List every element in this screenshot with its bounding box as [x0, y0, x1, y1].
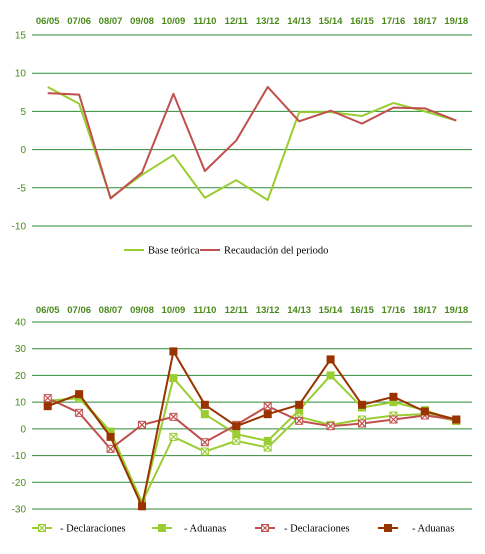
marker-x-s2-p5: [201, 438, 209, 446]
y-tick-label: -5: [17, 183, 26, 194]
x-tick-label: 13/12: [256, 305, 280, 316]
marker-x-s2-p3: [138, 421, 146, 429]
marker-x-s2-p11: [390, 416, 397, 423]
marker-x-s0-plegend: [38, 524, 46, 532]
marker-x-s2-plegend: [261, 524, 269, 532]
marker-x-s2-p0: [44, 394, 52, 402]
x-tick-label: 12/11: [225, 305, 249, 316]
chart-1: 15 10 5 0 -5 -10 06/05 07/06 08/07 09/08 10/09 11/1…: [12, 16, 472, 257]
marker-x-s2-p10: [358, 420, 366, 427]
x-tick-label: 09/08: [130, 305, 154, 316]
x-tick-label: 16/15: [350, 305, 374, 316]
y-tick-label: 5: [20, 107, 26, 118]
x-tick-label: 18/17: [413, 305, 437, 316]
x-tick-label: 07/06: [67, 305, 91, 316]
legend-label: - Declaraciones: [60, 524, 126, 535]
series-line-2-3: [47, 397, 457, 450]
y-tick-label: 20: [15, 371, 27, 382]
x-tick-label: 14/13: [287, 305, 311, 316]
marker-square-s3-p9: [326, 355, 335, 364]
marker-x-s0-p6: [232, 437, 240, 445]
marker-square-s1-p7: [263, 436, 272, 445]
marker-square-s1-p9: [326, 371, 335, 380]
marker-square-s3-p5: [200, 400, 209, 409]
x-tick-label: 09/08: [130, 16, 154, 27]
series-line-2-4: [47, 350, 457, 508]
y-tick-label: -20: [12, 478, 27, 489]
marker-x-s2-p4: [170, 413, 177, 421]
series-line-2-2: [47, 374, 457, 505]
x-tick-label: 12/11: [225, 16, 249, 27]
y-tick-label: -30: [12, 505, 27, 516]
y-tick-label: -10: [12, 222, 27, 233]
marker-square-s3-p3: [138, 502, 146, 511]
marker-square-s1-p5: [200, 410, 209, 419]
marker-square-s1-p4: [169, 374, 178, 383]
marker-square-s3-p1: [75, 390, 84, 399]
legend-label: - Declaraciones: [284, 524, 350, 535]
series-line-1-2: [47, 85, 457, 200]
x-tick-label: 06/05: [36, 305, 60, 316]
marker-x-s2-p7: [264, 402, 272, 410]
series-line-1-1: [47, 86, 457, 202]
x-tick-label: 15/14: [319, 16, 343, 27]
x-tick-label: 10/09: [162, 16, 186, 27]
marker-square-s3-p7: [263, 410, 272, 419]
marker-square-s3-p0: [43, 402, 52, 411]
x-tick-label: 07/06: [67, 16, 91, 27]
marker-square-s3-plegend: [384, 524, 392, 532]
y-tick-label: -10: [12, 451, 27, 462]
marker-x-s0-p7: [264, 444, 272, 451]
x-tick-label: 06/05: [36, 16, 60, 27]
marker-x-s2-p1: [75, 409, 83, 417]
y-tick-label: 30: [15, 344, 27, 355]
x-tick-label: 13/12: [256, 16, 280, 27]
y-tick-label: 15: [15, 31, 27, 42]
x-tick-label: 11/10: [193, 16, 216, 27]
x-tick-label: 10/09: [162, 305, 186, 316]
marker-x-s2-p2: [107, 445, 114, 453]
x-tick-label: 19/18: [444, 305, 468, 316]
marker-square-s3-p13: [452, 415, 461, 424]
marker-x-s2-p8: [295, 417, 303, 425]
y-tick-label: 10: [15, 398, 27, 409]
marker-square-s3-p11: [389, 392, 398, 401]
x-tick-label: 18/17: [413, 16, 437, 27]
y-tick-label: 10: [15, 69, 27, 80]
chart-2: 40 30 20 10 0 -10 -20 -30 06/05 07/06 08/07 09/08 10…: [12, 305, 472, 535]
legend-label: Recaudación del periodo: [224, 246, 328, 257]
y-tick-label: 0: [20, 424, 26, 435]
x-tick-label: 17/16: [382, 16, 406, 27]
x-tick-label: 17/16: [382, 305, 406, 316]
x-tick-label: 14/13: [287, 16, 311, 27]
marker-x-s0-p4: [170, 433, 177, 441]
y-tick-label: 40: [15, 318, 27, 329]
x-tick-label: 15/14: [319, 305, 343, 316]
marker-square-s1-p6: [232, 430, 241, 439]
marker-square-s3-p10: [358, 400, 366, 409]
marker-x-s0-p5: [201, 448, 209, 455]
marker-square-s3-p4: [169, 347, 178, 356]
y-tick-label: 0: [20, 145, 26, 156]
x-tick-label: 19/18: [444, 16, 468, 27]
legend-label: Base teórica: [148, 246, 200, 257]
marker-square-s3-p6: [232, 422, 241, 431]
marker-square-s3-p2: [106, 432, 115, 441]
x-tick-label: 16/15: [350, 16, 374, 27]
marker-square-s3-p8: [295, 400, 304, 409]
marker-x-s2-p9: [327, 422, 334, 430]
legend-label: - Aduanas: [184, 524, 226, 535]
marker-square-s3-p12: [420, 407, 429, 416]
legend-label: - Aduanas: [412, 524, 454, 535]
x-tick-label: 08/07: [99, 305, 123, 316]
marker-square-s1-plegend: [158, 524, 166, 532]
x-tick-label: 11/10: [193, 305, 216, 316]
x-tick-label: 08/07: [99, 16, 123, 27]
